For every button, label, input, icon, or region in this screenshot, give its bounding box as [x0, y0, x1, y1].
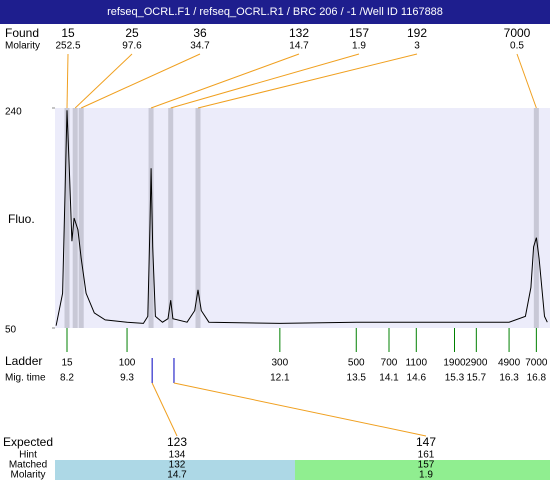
found-molarity: 1.9	[352, 41, 366, 52]
peak-band	[533, 108, 539, 328]
mig-time-label: Mig. time	[5, 373, 46, 384]
y-axis-label: Fluo.	[8, 212, 35, 226]
peak-connector	[516, 53, 537, 109]
ladder-size: 4900	[498, 358, 521, 369]
found-molarity-label: Molarity	[5, 41, 40, 52]
found-size: 36	[193, 26, 207, 40]
peak-connector	[150, 53, 300, 109]
ladder-time: 12.1	[270, 373, 290, 384]
expected-size: 147	[416, 435, 436, 449]
ladder-size: 1900	[443, 358, 466, 369]
y-tick-label: 240	[5, 107, 22, 118]
plot-area	[55, 108, 550, 328]
found-molarity: 0.5	[510, 41, 524, 52]
molarity-label: Molarity	[10, 470, 45, 480]
hint-label: Hint	[19, 450, 37, 461]
peak-band	[148, 108, 154, 328]
hint-size: 134	[169, 450, 186, 461]
matched-molarity: 14.7	[167, 470, 187, 480]
ladder-time: 16.3	[499, 373, 519, 384]
ladder-time: 14.6	[407, 373, 427, 384]
ladder-size: 700	[381, 358, 398, 369]
peak-band	[72, 108, 78, 328]
found-size: 132	[289, 26, 309, 40]
ladder-size: 7000	[525, 358, 548, 369]
expected-size: 123	[167, 435, 187, 449]
ladder-time: 16.8	[527, 373, 547, 384]
chart-title: refseq_OCRL.F1 / refseq_OCRL.R1 / BRC 20…	[107, 6, 443, 18]
found-size: 25	[125, 26, 139, 40]
ladder-time: 13.5	[347, 373, 367, 384]
expected-connector	[173, 382, 427, 437]
found-size: 157	[349, 26, 369, 40]
peak-connector	[74, 53, 133, 109]
ladder-time: 14.1	[379, 373, 399, 384]
peak-band	[168, 108, 174, 328]
peak-connector	[80, 53, 201, 109]
found-molarity: 252.5	[55, 41, 80, 52]
found-molarity: 3	[414, 41, 420, 52]
peak-connector	[197, 53, 418, 109]
title-bar	[0, 0, 550, 24]
ladder-time: 15.7	[467, 373, 487, 384]
hint-size: 161	[418, 450, 435, 461]
ladder-size: 1100	[406, 358, 428, 369]
peak-band	[78, 108, 84, 328]
ladder-time: 15.3	[445, 373, 465, 384]
peak-band	[64, 108, 70, 328]
matched-size: 157	[418, 460, 435, 471]
ladder-size: 100	[119, 358, 136, 369]
matched-label: Matched	[9, 460, 47, 471]
ladder-label: Ladder	[5, 354, 42, 368]
ladder-size: 2900	[465, 358, 488, 369]
expected-label: Expected	[3, 435, 53, 449]
peak-band	[195, 108, 201, 328]
found-size: 7000	[504, 26, 531, 40]
found-molarity: 14.7	[289, 41, 309, 52]
ladder-time: 9.3	[120, 373, 134, 384]
found-size: 15	[61, 26, 75, 40]
trace	[55, 110, 548, 326]
peak-connector	[66, 53, 69, 109]
found-molarity: 34.7	[190, 41, 210, 52]
matched-size: 132	[169, 460, 186, 471]
ladder-size: 15	[61, 358, 73, 369]
peak-connector	[170, 53, 360, 109]
found-label: Found	[5, 26, 39, 40]
ladder-size: 500	[348, 358, 365, 369]
found-size: 192	[407, 26, 427, 40]
matched-band-2	[295, 460, 550, 480]
expected-connector	[151, 382, 178, 437]
ladder-size: 300	[272, 358, 289, 369]
y-tick-label: 50	[5, 325, 17, 336]
matched-band-1	[55, 460, 295, 480]
found-molarity: 97.6	[122, 41, 142, 52]
ladder-time: 8.2	[60, 373, 74, 384]
matched-molarity: 1.9	[419, 470, 433, 480]
